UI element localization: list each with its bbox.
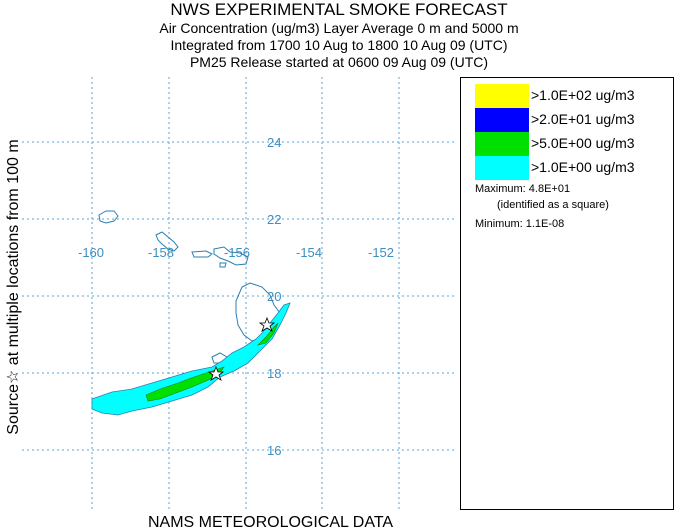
smoke-plume bbox=[91, 302, 291, 416]
plume-green bbox=[145, 366, 225, 402]
legend-row-3: >5.0E+00 ug/m3 bbox=[475, 132, 671, 156]
plume-green-north bbox=[257, 322, 279, 346]
forecast-title: NWS EXPERIMENTAL SMOKE FORECAST bbox=[170, 0, 508, 19]
legend-label: >1.0E+02 ug/m3 bbox=[531, 87, 635, 103]
maximum-value: Maximum: 4.8E+01 bbox=[475, 183, 571, 195]
source-star-icon bbox=[258, 316, 276, 332]
legend-swatch-cyan bbox=[475, 156, 529, 180]
legend-row-1: >1.0E+02 ug/m3 bbox=[475, 84, 671, 108]
legend-swatch-yellow bbox=[475, 84, 529, 108]
lon-label-152: -152 bbox=[368, 245, 394, 260]
integration-period: Integrated from 1700 10 Aug to 1800 10 A… bbox=[170, 37, 508, 53]
release-info: PM25 Release started at 0600 09 Aug 09 (… bbox=[189, 54, 489, 70]
lon-label-160: -160 bbox=[78, 245, 104, 260]
lon-label-158: -158 bbox=[148, 245, 174, 260]
legend-row-2: >2.0E+01 ug/m3 bbox=[475, 108, 671, 132]
source-star-icon bbox=[207, 365, 225, 381]
legend-swatch-blue bbox=[475, 108, 529, 132]
plume-cyan bbox=[91, 302, 291, 416]
source-markers bbox=[207, 316, 276, 381]
lat-label-24: 24 bbox=[267, 135, 281, 150]
island-oahu bbox=[155, 231, 179, 252]
source-side-label: Source☆ at multiple locations from 100 m bbox=[5, 139, 22, 435]
minimum-value: Minimum: 1.1E-08 bbox=[475, 218, 565, 230]
legend-label: >1.0E+00 ug/m3 bbox=[531, 159, 635, 175]
legend-panel: >1.0E+02 ug/m3 >2.0E+01 ug/m3 >5.0E+00 u… bbox=[460, 77, 674, 510]
data-source-footer: NAMS METEOROLOGICAL DATA bbox=[148, 514, 394, 531]
graticule bbox=[22, 77, 454, 510]
legend-label: >2.0E+01 ug/m3 bbox=[531, 111, 635, 127]
legend-swatch-green bbox=[475, 132, 529, 156]
lat-label-22: 22 bbox=[267, 212, 281, 227]
island-coastlines bbox=[98, 210, 281, 364]
smoke-map: -160 -158 -156 -154 -152 24 22 20 18 16 bbox=[22, 77, 454, 510]
island-molokai bbox=[191, 250, 213, 258]
island-kahoolawe bbox=[219, 262, 227, 268]
legend-row-4: >1.0E+00 ug/m3 bbox=[475, 156, 671, 180]
concentration-subtitle: Air Concentration (ug/m3) Layer Average … bbox=[159, 20, 519, 36]
lat-label-18: 18 bbox=[267, 366, 281, 381]
legend-label: >5.0E+00 ug/m3 bbox=[531, 135, 635, 151]
island-maui bbox=[213, 246, 249, 266]
lat-label-20: 20 bbox=[267, 289, 281, 304]
lon-label-154: -154 bbox=[296, 245, 322, 260]
lat-label-16: 16 bbox=[267, 443, 281, 458]
maximum-note: (identified as a square) bbox=[497, 199, 609, 211]
island-niihau bbox=[98, 210, 119, 224]
